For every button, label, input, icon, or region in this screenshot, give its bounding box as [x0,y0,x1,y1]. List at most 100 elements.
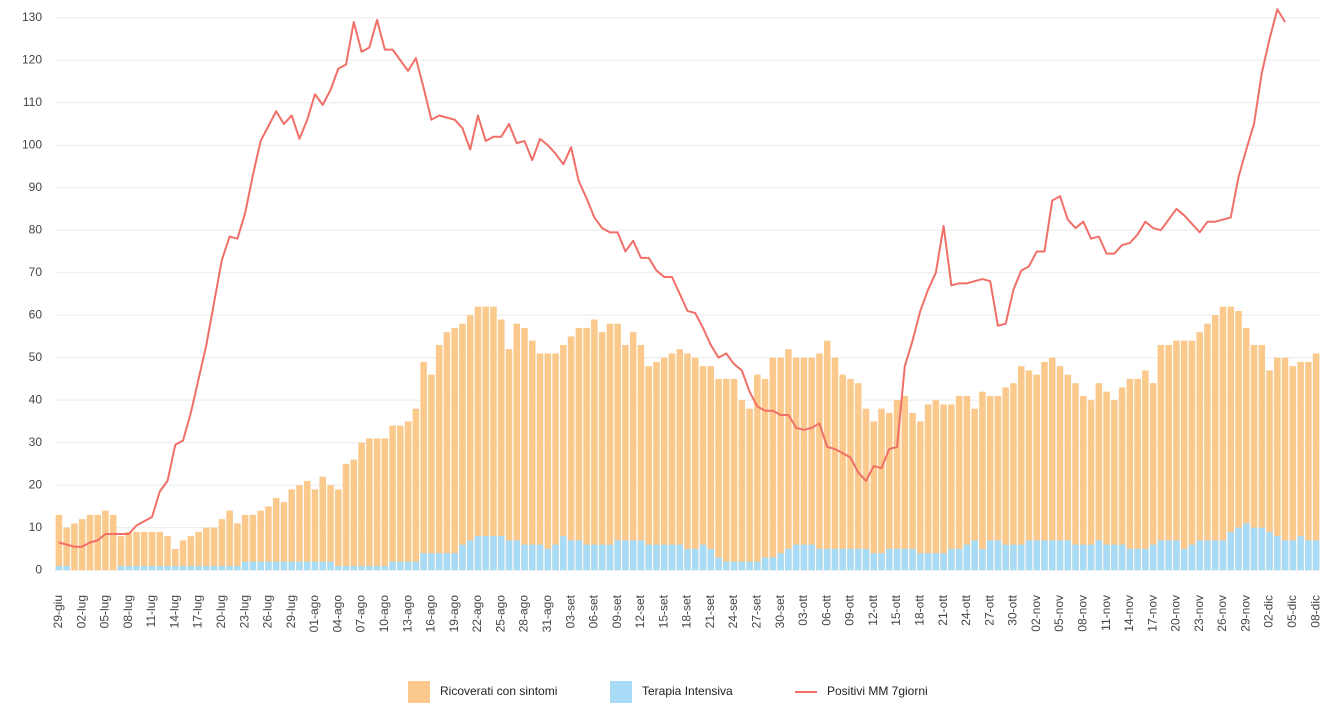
bar [249,561,257,571]
bar [808,544,815,571]
bar [1033,374,1040,571]
bar [1180,548,1188,571]
bar [226,565,233,571]
bar [241,561,249,571]
bar [560,536,567,571]
bar [435,553,443,571]
bar [1258,527,1266,571]
bar [1173,540,1180,571]
bar [412,408,420,571]
bar [1165,344,1172,571]
x-tick-label: 28-ago [517,595,531,633]
x-tick-label: 20-lug [214,595,228,628]
bar [878,553,885,571]
bar [1064,540,1072,571]
bar [529,544,536,571]
y-tick-label: 60 [29,307,43,321]
bar [311,561,319,571]
bar [761,378,769,571]
bar [955,548,963,571]
bar [342,463,350,571]
x-tick-label: 05-lug [98,595,112,628]
bar [497,536,505,571]
bar [1087,544,1095,571]
x-tick-label: 24-set [726,594,740,628]
x-tick-label: 06-set [587,594,601,628]
x-tick-label: 15-set [656,594,670,628]
bar [435,344,443,571]
y-tick-label: 50 [29,350,43,364]
bar [823,340,831,571]
bar [296,561,303,571]
bar [614,323,621,571]
bar [1056,540,1064,571]
bar [668,544,676,571]
bar [195,565,202,571]
bar [684,548,691,571]
bar [660,357,668,571]
bar [1188,340,1196,571]
x-tick-label: 09-set [610,594,624,628]
x-tick-label: 21-set [703,594,717,628]
x-tick-label: 25-ago [493,595,507,633]
bar [676,544,683,571]
x-tick-label: 04-ago [330,595,344,633]
bar [769,357,777,571]
y-tick-label: 40 [29,392,43,406]
bar [637,344,645,571]
x-tick-label: 17-nov [1145,595,1159,632]
bar [746,561,753,571]
legend-swatch [408,681,430,703]
bar [955,395,963,571]
line [58,8,1286,548]
bar [653,361,660,571]
bar [1281,540,1289,571]
bar [358,442,365,571]
bar [1227,306,1235,571]
bar [1250,344,1258,571]
bar [210,527,218,571]
bar [552,353,559,571]
bar [117,565,125,571]
bar [397,561,404,571]
bar [1087,400,1095,571]
bar [404,421,412,571]
bar [265,506,272,571]
bar [1142,548,1149,571]
bar [653,544,660,571]
bar [1266,370,1273,571]
bar [358,565,365,571]
bar [544,548,552,571]
bar [280,502,288,571]
bar [1048,357,1056,571]
bar [1025,370,1033,571]
bar [505,349,513,571]
bar [1095,383,1103,571]
bar [1048,540,1056,571]
y-tick-label: 70 [29,265,43,279]
bar [156,565,164,571]
x-tick-label: 30-set [773,594,787,628]
bar [1157,540,1165,571]
bar [971,408,978,571]
bar [1196,540,1203,571]
bar [319,561,327,571]
bar [311,489,319,571]
bar [986,395,994,571]
x-tick-label: 02-lug [74,595,88,628]
bar [854,548,862,571]
bar [567,540,575,571]
bar [870,553,878,571]
bar [544,353,552,571]
x-tick-label: 05-dic [1285,595,1299,628]
bar [1297,361,1304,571]
bar [179,540,187,571]
bar [257,561,264,571]
bar [102,510,109,571]
bar [1289,540,1297,571]
bar [940,553,947,571]
bar [575,540,583,571]
bar [886,412,893,571]
y-tick-label: 110 [23,95,42,109]
bar [1010,544,1017,571]
